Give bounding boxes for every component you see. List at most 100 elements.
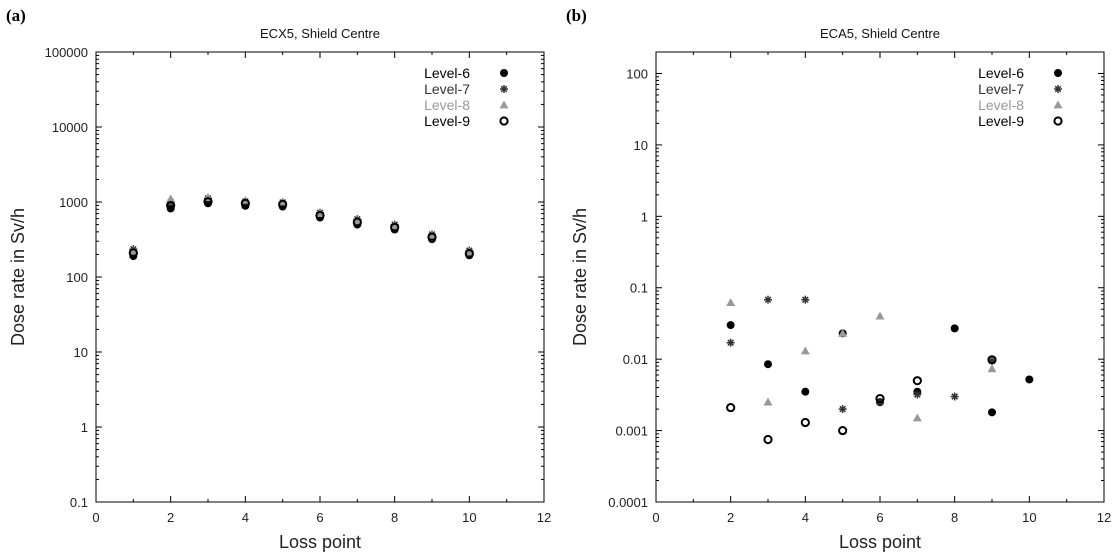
chart-title: ECA5, Shield Centre [820, 26, 940, 41]
data-point-level-7 [838, 405, 847, 414]
data-point-level-9 [838, 425, 848, 436]
plot-frame [655, 51, 1105, 503]
data-point-level-7 [726, 338, 735, 347]
legend-entry-level-6: Level-6 [424, 65, 470, 81]
data-point-level-8 [875, 311, 885, 320]
legend-entry-level-9: Level-9 [424, 113, 470, 129]
data-point-level-6 [1025, 375, 1034, 384]
data-point-level-9 [912, 376, 922, 386]
x-tick-label: 2 [727, 510, 734, 525]
x-tick-label: 10 [1022, 510, 1036, 525]
x-tick-label: 4 [242, 510, 249, 525]
panel-b-letter: (b) [566, 6, 587, 25]
data-point-level-8 [315, 209, 325, 217]
data-point-level-8 [427, 230, 437, 239]
chart-panel-b: ECA5, Shield Centre 0 2 4 6 8 10 12 0.0001 0.001 0… [570, 26, 1111, 552]
data-point-level-9 [875, 394, 885, 404]
y-tick-label: 0.0001 [608, 495, 648, 510]
data-point-level-8 [987, 364, 997, 373]
y-tick-label: 10 [74, 345, 88, 360]
data-point-level-8 [464, 247, 474, 256]
data-point-level-8 [800, 346, 810, 355]
legend-entry-level-8: Level-8 [424, 97, 470, 113]
data-point-level-7 [764, 295, 772, 304]
data-point-level-7 [950, 392, 959, 401]
x-tick-label: 6 [316, 510, 323, 525]
data-point-level-7 [801, 295, 810, 304]
data-point-level-6 [801, 387, 810, 396]
data-point-level-8 [763, 397, 773, 406]
x-tick-label: 4 [802, 510, 809, 525]
y-tick-label: 10 [634, 138, 648, 153]
legend-entry-level-7: Level-7 [424, 81, 470, 97]
y-tick-label: 1 [641, 209, 648, 224]
y-tick-label: 0.01 [623, 352, 648, 367]
legend-entry-level-8: Level-8 [978, 97, 1024, 113]
legend-entry-level-6: Level-6 [978, 65, 1024, 81]
x-tick-label: 12 [537, 510, 551, 525]
y-tick-label: 0.001 [615, 424, 648, 439]
legend-marker-level-8 [1053, 100, 1063, 109]
data-point-level-9 [987, 355, 997, 365]
data-point-level-8 [128, 246, 138, 255]
data-point-level-8 [390, 221, 400, 230]
data-point-level-9 [240, 198, 250, 208]
data-point-level-9 [427, 232, 437, 242]
y-tick-label: 100 [626, 66, 648, 81]
legend-entry-level-9: Level-9 [978, 113, 1024, 129]
legend-marker-level-9 [499, 116, 509, 126]
x-tick-label: 6 [876, 510, 883, 525]
data-point-level-8 [166, 194, 176, 203]
x-tick-label: 8 [391, 510, 398, 525]
data-point-level-6 [726, 321, 735, 330]
chart-panel-a: ECX5, Shield Centre 0 2 4 6 8 10 12 0.1 1 10 100 100… [8, 26, 551, 552]
chart-title: ECX5, Shield Centre [260, 26, 380, 41]
legend-marker-level-7 [1054, 85, 1062, 93]
data-point-level-9 [278, 199, 288, 209]
x-tick-label: 0 [652, 510, 659, 525]
data-point-level-8 [352, 216, 362, 225]
x-tick-label: 10 [462, 510, 476, 525]
data-point-level-9 [726, 402, 736, 413]
x-tick-label: 2 [167, 510, 174, 525]
data-point-level-6 [988, 408, 996, 417]
data-point-level-9 [203, 197, 213, 207]
legend-marker-level-8 [499, 100, 509, 109]
legend-marker-level-9 [1053, 116, 1063, 126]
data-point-level-8 [838, 328, 848, 337]
panel-a-letter: (a) [6, 6, 26, 25]
y-axis-label: Dose rate in Sv/h [570, 208, 590, 346]
y-tick-label: 0.1 [70, 495, 88, 510]
data-point-level-6 [950, 324, 959, 333]
data-point-level-6 [764, 360, 772, 369]
y-axis-label: Dose rate in Sv/h [8, 208, 28, 346]
y-tick-label: 100000 [45, 45, 88, 60]
y-tick-label: 10000 [52, 120, 88, 135]
x-tick-label: 8 [951, 510, 958, 525]
legend-entry-level-7: Level-7 [978, 81, 1024, 97]
x-axis-label: Loss point [279, 532, 361, 552]
data-point-level-9 [166, 200, 176, 211]
y-tick-label: 100 [66, 270, 88, 285]
y-tick-label: 0.1 [630, 281, 648, 296]
data-point-level-9 [464, 249, 474, 259]
legend-marker-level-6 [500, 69, 508, 77]
data-point-level-8 [912, 413, 922, 422]
y-tick-label: 1000 [59, 195, 88, 210]
x-tick-label: 0 [92, 510, 99, 525]
data-point-level-9 [800, 417, 810, 428]
data-point-level-9 [352, 217, 362, 227]
data-point-level-9 [390, 222, 400, 232]
y-tick-label: 1 [81, 420, 88, 435]
x-axis-label: Loss point [839, 532, 921, 552]
legend-marker-level-7 [500, 85, 508, 93]
plot-frame [95, 51, 545, 503]
data-point-level-9 [315, 210, 325, 221]
data-point-level-8 [726, 298, 736, 306]
data-point-level-9 [763, 434, 773, 445]
data-point-level-9 [128, 248, 138, 258]
data-point-level-7 [913, 390, 922, 399]
x-tick-label: 12 [1097, 510, 1111, 525]
legend-marker-level-6 [1054, 69, 1062, 77]
